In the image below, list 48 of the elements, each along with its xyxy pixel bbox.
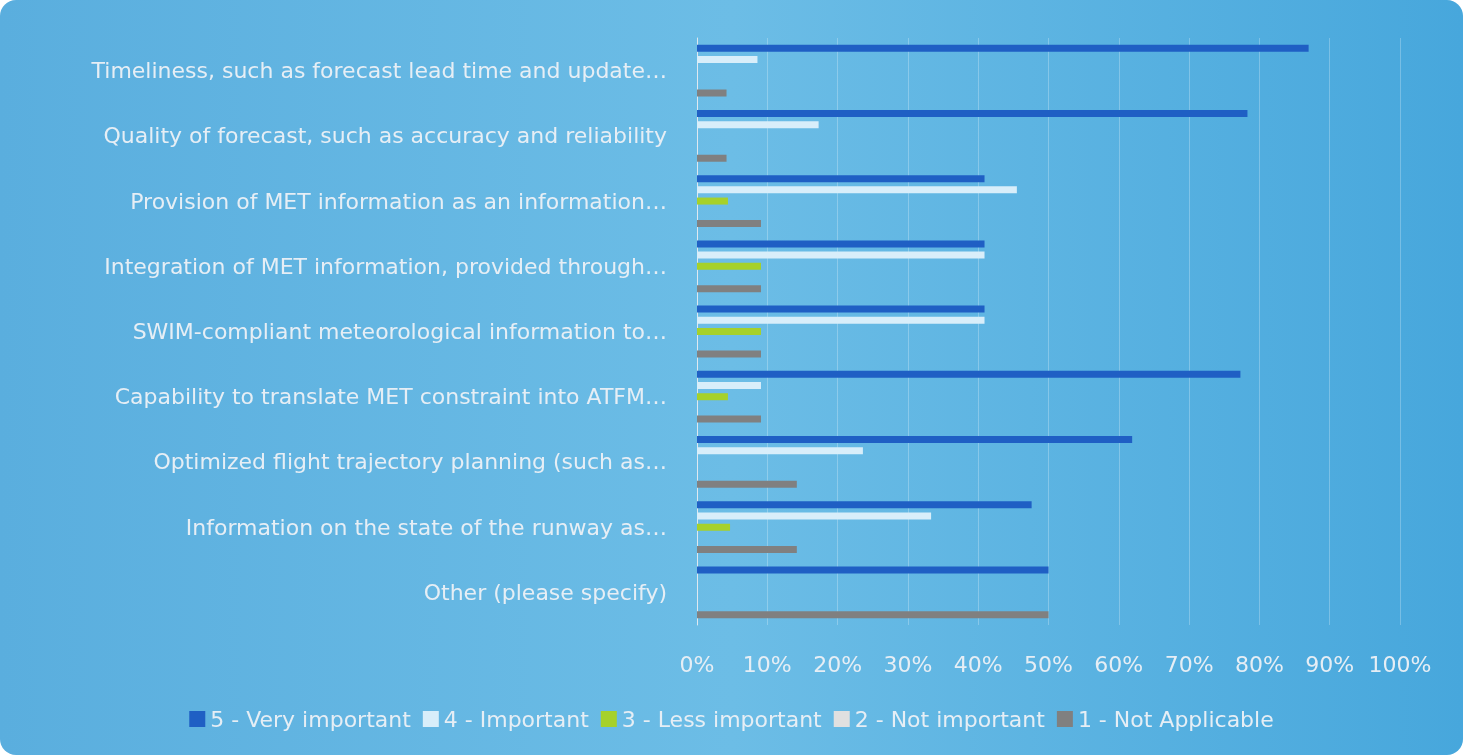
y-tick-label: Information on the state of the runway as…	[185, 514, 667, 540]
legend-label: 4 - Important	[443, 706, 590, 732]
bar	[697, 44, 1309, 52]
bar	[697, 154, 727, 162]
bar	[697, 415, 761, 423]
bar	[697, 175, 985, 183]
y-tick-label: Integration of MET information, provided through…	[104, 253, 667, 279]
bar	[697, 262, 761, 270]
bar	[697, 328, 761, 335]
x-tick-label: 50%	[1024, 651, 1073, 677]
bar	[697, 546, 797, 554]
x-tick-label: 100%	[1368, 651, 1432, 677]
x-tick-label: 40%	[953, 651, 1003, 677]
legend-label: 1 - Not Applicable	[1077, 706, 1274, 732]
bar	[697, 305, 985, 313]
y-tick-label: Capability to translate MET constraint into ATFM…	[114, 384, 667, 410]
x-tick-label: 80%	[1234, 651, 1284, 677]
bar	[697, 240, 985, 248]
bar	[697, 393, 728, 401]
y-tick-label: Provision of MET information as an information…	[130, 188, 667, 214]
bar	[697, 566, 1049, 574]
legend-label: 2 - Not important	[854, 706, 1046, 732]
bar	[697, 197, 728, 205]
bar	[697, 501, 1032, 509]
legend-label: 5 - Very important	[210, 706, 412, 732]
y-tick-label: Timeliness, such as forecast lead time and update…	[90, 58, 667, 84]
bar	[697, 523, 731, 531]
y-tick-label: SWIM-compliant meteorological information to…	[132, 319, 667, 344]
y-tick-label: Optimized flight trajectory planning (such as…	[153, 449, 667, 475]
bar	[697, 350, 761, 358]
bar	[697, 219, 761, 227]
bar	[697, 480, 797, 488]
bar	[697, 611, 1049, 619]
x-tick-label: 90%	[1305, 651, 1355, 677]
bar	[697, 109, 1248, 117]
x-tick-label: 30%	[883, 651, 933, 677]
bar	[697, 89, 727, 97]
x-tick-label: 70%	[1164, 651, 1214, 677]
bar	[697, 285, 761, 293]
y-tick-label: Other (please specify)	[423, 579, 667, 605]
x-tick-label: 0%	[679, 651, 715, 677]
x-tick-label: 10%	[742, 651, 792, 677]
legend-label: 3 - Less important	[621, 706, 823, 732]
y-tick-label: Quality of forecast, such as accuracy and reliability	[103, 123, 667, 149]
x-tick-label: 20%	[813, 651, 863, 677]
bar	[697, 436, 1133, 444]
x-tick-label: 60%	[1094, 651, 1144, 677]
bar	[697, 370, 1241, 378]
